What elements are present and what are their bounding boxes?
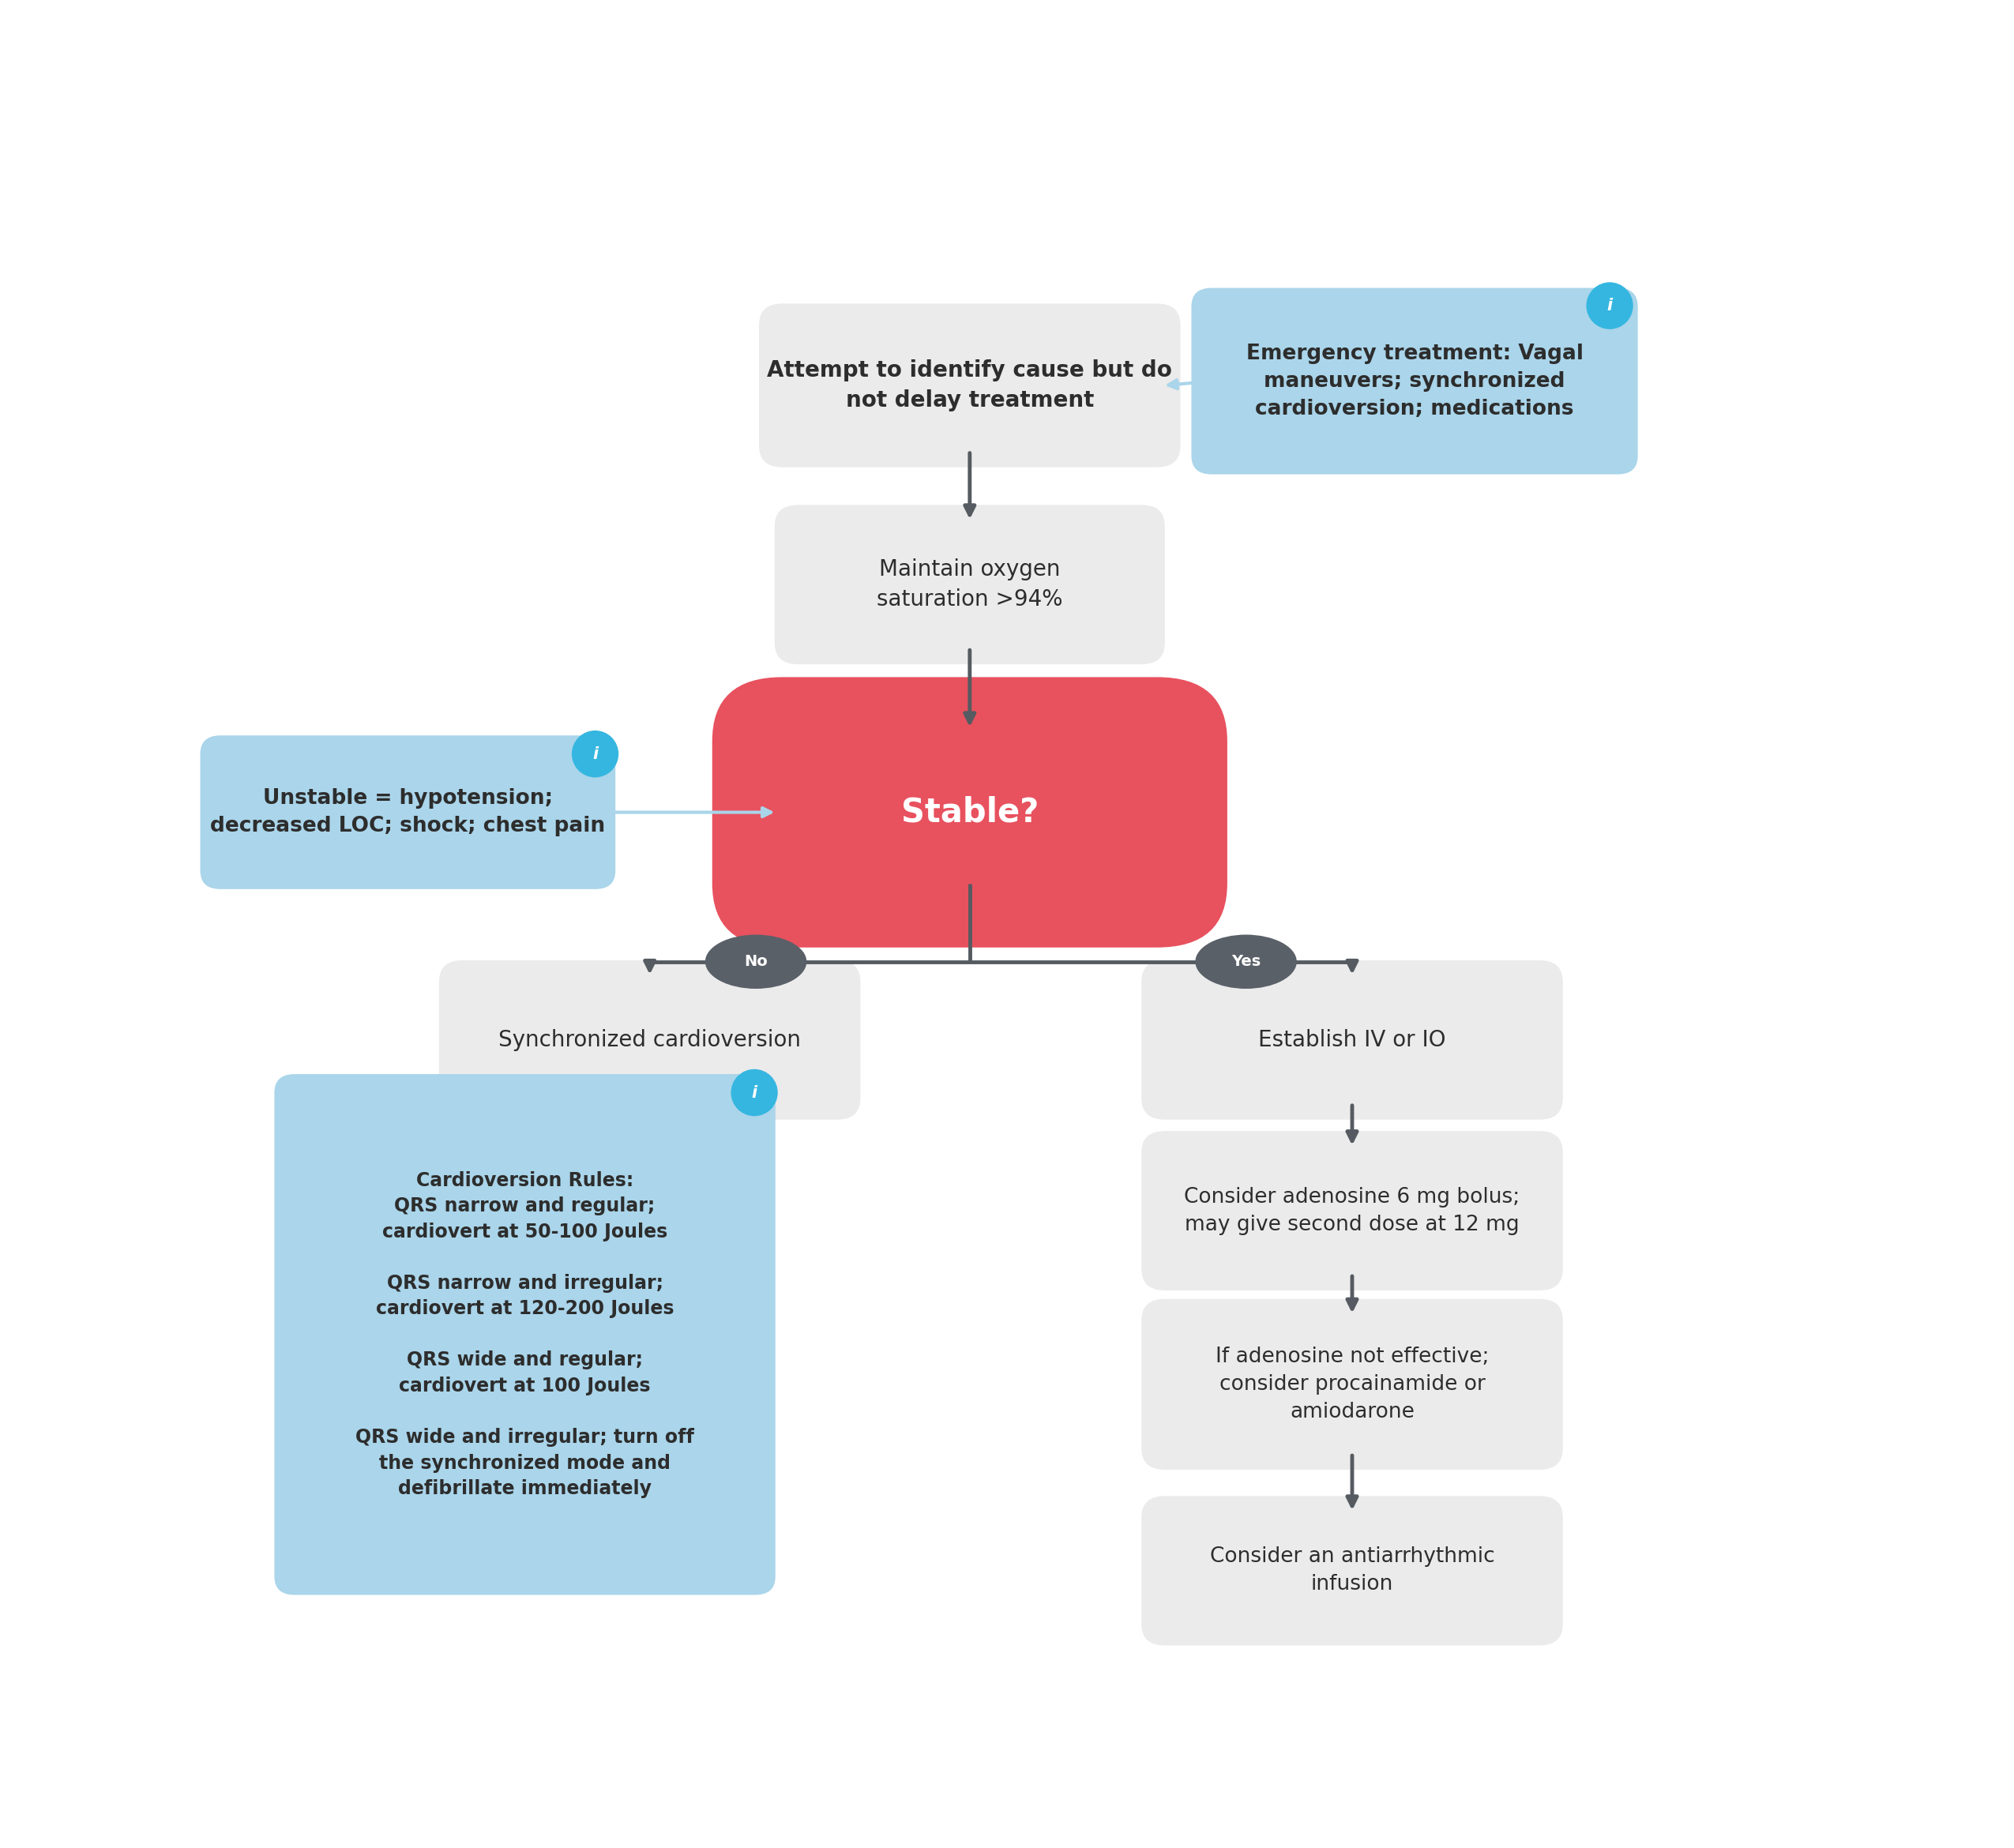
Text: Emergency treatment: Vagal
maneuvers; synchronized
cardioversion; medications: Emergency treatment: Vagal maneuvers; sy… <box>1247 344 1583 419</box>
Text: i: i <box>592 747 598 761</box>
Text: Synchronized cardioversion: Synchronized cardioversion <box>499 1029 802 1052</box>
FancyBboxPatch shape <box>1142 1131 1563 1290</box>
Ellipse shape <box>1194 935 1297 989</box>
Ellipse shape <box>731 1070 777 1116</box>
Ellipse shape <box>1587 283 1633 329</box>
FancyBboxPatch shape <box>759 303 1180 468</box>
FancyBboxPatch shape <box>1142 961 1563 1120</box>
FancyBboxPatch shape <box>199 736 616 889</box>
Text: i: i <box>751 1085 757 1101</box>
Text: Unstable = hypotension;
decreased LOC; shock; chest pain: Unstable = hypotension; decreased LOC; s… <box>209 789 606 837</box>
FancyBboxPatch shape <box>775 505 1164 663</box>
Text: Attempt to identify cause but do
not delay treatment: Attempt to identify cause but do not del… <box>767 359 1172 412</box>
Ellipse shape <box>705 935 808 989</box>
Text: Consider an antiarrhythmic
infusion: Consider an antiarrhythmic infusion <box>1210 1547 1494 1595</box>
Text: If adenosine not effective;
consider procainamide or
amiodarone: If adenosine not effective; consider pro… <box>1214 1347 1488 1423</box>
Text: No: No <box>743 954 767 968</box>
Text: i: i <box>1607 298 1613 314</box>
FancyBboxPatch shape <box>1142 1497 1563 1645</box>
Text: Stable?: Stable? <box>900 796 1039 830</box>
FancyBboxPatch shape <box>713 676 1227 948</box>
FancyBboxPatch shape <box>1142 1299 1563 1469</box>
FancyBboxPatch shape <box>274 1074 775 1595</box>
Text: Establish IV or IO: Establish IV or IO <box>1259 1029 1446 1052</box>
FancyBboxPatch shape <box>1192 288 1637 475</box>
Text: Cardioversion Rules:
QRS narrow and regular;
cardiovert at 50-100 Joules

QRS na: Cardioversion Rules: QRS narrow and regu… <box>356 1172 695 1499</box>
Text: Yes: Yes <box>1231 954 1261 968</box>
Text: Consider adenosine 6 mg bolus;
may give second dose at 12 mg: Consider adenosine 6 mg bolus; may give … <box>1184 1186 1521 1234</box>
Ellipse shape <box>572 730 618 778</box>
Text: Maintain oxygen
saturation >94%: Maintain oxygen saturation >94% <box>876 558 1063 610</box>
FancyBboxPatch shape <box>439 961 860 1120</box>
